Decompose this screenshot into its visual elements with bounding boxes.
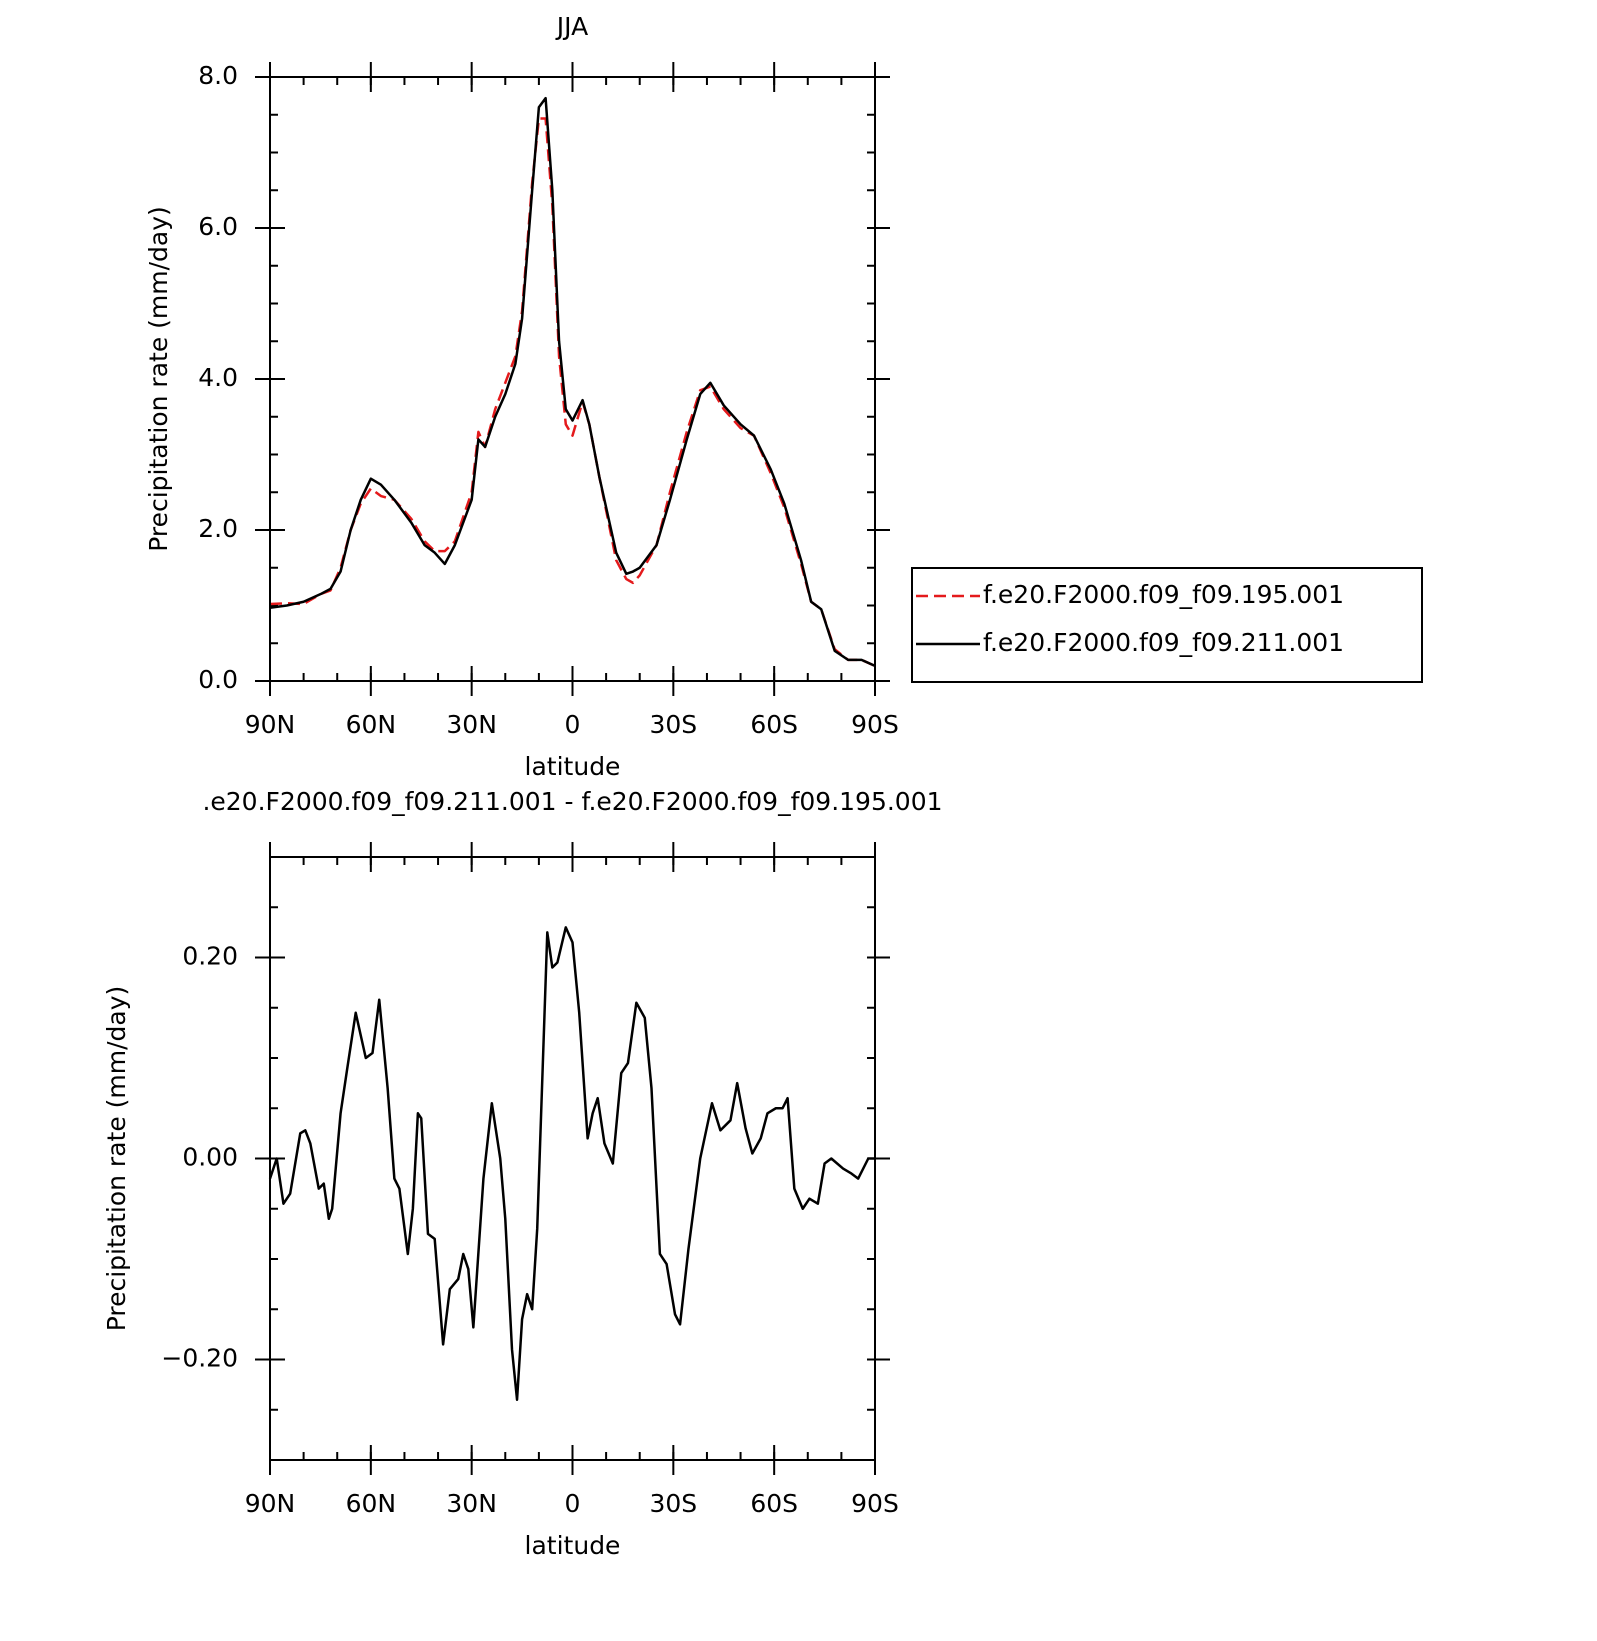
y-tick-label: 0.0 — [198, 665, 238, 694]
x-axis-label: latitude — [525, 1531, 621, 1560]
legend-box — [911, 567, 1423, 683]
x-tick-label: 90S — [851, 710, 899, 739]
legend-label: f.e20.F2000.f09_f09.211.001 — [983, 628, 1344, 657]
legend-label: f.e20.F2000.f09_f09.195.001 — [983, 580, 1344, 609]
x-tick-label: 0 — [565, 710, 581, 739]
data-line — [268, 926, 875, 1401]
y-tick-label: −0.20 — [161, 1344, 238, 1373]
x-tick-label: 90S — [851, 1489, 899, 1518]
y-axis-label: Precipitation rate (mm/day) — [102, 986, 131, 1332]
x-tick-label: 90N — [245, 1489, 296, 1518]
x-tick-label: 60N — [346, 1489, 397, 1518]
x-tick-label: 30N — [446, 710, 497, 739]
y-tick-label: 2.0 — [198, 514, 238, 543]
data-line — [269, 96, 876, 668]
plot-frame — [269, 856, 876, 1461]
x-tick-label: 90N — [245, 710, 296, 739]
x-axis-label: latitude — [525, 752, 621, 781]
data-line — [269, 117, 876, 668]
y-tick-label: 6.0 — [198, 212, 238, 241]
chart-title: .e20.F2000.f09_f09.211.001 - f.e20.F2000… — [202, 787, 942, 816]
x-tick-label: 0 — [565, 1489, 581, 1518]
x-tick-label: 30N — [446, 1489, 497, 1518]
y-tick-label: 0.00 — [182, 1143, 238, 1172]
chart-title: JJA — [555, 12, 588, 41]
x-tick-label: 60N — [346, 710, 397, 739]
x-tick-label: 30S — [649, 710, 697, 739]
plot-frame — [269, 76, 876, 682]
y-tick-label: 4.0 — [198, 363, 238, 392]
x-tick-label: 30S — [649, 1489, 697, 1518]
y-axis-label: Precipitation rate (mm/day) — [144, 206, 173, 552]
y-tick-label: 0.20 — [182, 942, 238, 971]
x-tick-label: 60S — [750, 710, 798, 739]
x-tick-label: 60S — [750, 1489, 798, 1518]
y-tick-label: 8.0 — [198, 61, 238, 90]
